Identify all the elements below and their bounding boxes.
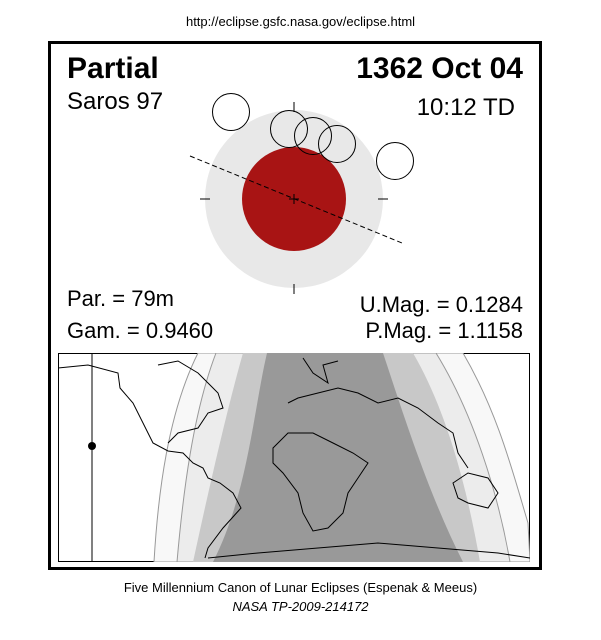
source-url[interactable]: http://eclipse.gsfc.nasa.gov/eclipse.htm… — [185, 14, 416, 29]
saros-number: Saros 97 — [67, 88, 164, 115]
footer-citation: Five Millennium Canon of Lunar Eclipses … — [123, 580, 478, 595]
moon-position-u1 — [270, 110, 308, 148]
moon-position-p1 — [212, 93, 250, 131]
eclipse-type: Partial — [67, 52, 159, 85]
penumbral-magnitude: P.Mag. = 1.1158 — [365, 318, 523, 343]
moon-position-p4 — [376, 142, 414, 180]
moon-position-u4 — [318, 125, 356, 163]
partial-duration: Par. = 79m — [67, 286, 175, 311]
umbral-zone — [213, 353, 463, 562]
eclipse-geometry-diagram — [189, 93, 414, 294]
umbral-magnitude: U.Mag. = 0.1284 — [359, 292, 523, 317]
gamma-value: Gam. = 0.9460 — [67, 318, 214, 343]
visibility-map — [58, 353, 530, 562]
eclipse-date: 1362 Oct 04 — [356, 52, 523, 85]
moon-position-greatest — [294, 117, 332, 155]
eclipse-time: 10:12 TD — [416, 94, 515, 121]
footer-publication: NASA TP-2009-214172 — [232, 599, 369, 614]
coastlines — [58, 357, 530, 559]
greatest-eclipse-point — [88, 442, 96, 450]
axis-ticks — [200, 102, 388, 294]
diagram-frame — [48, 41, 542, 570]
